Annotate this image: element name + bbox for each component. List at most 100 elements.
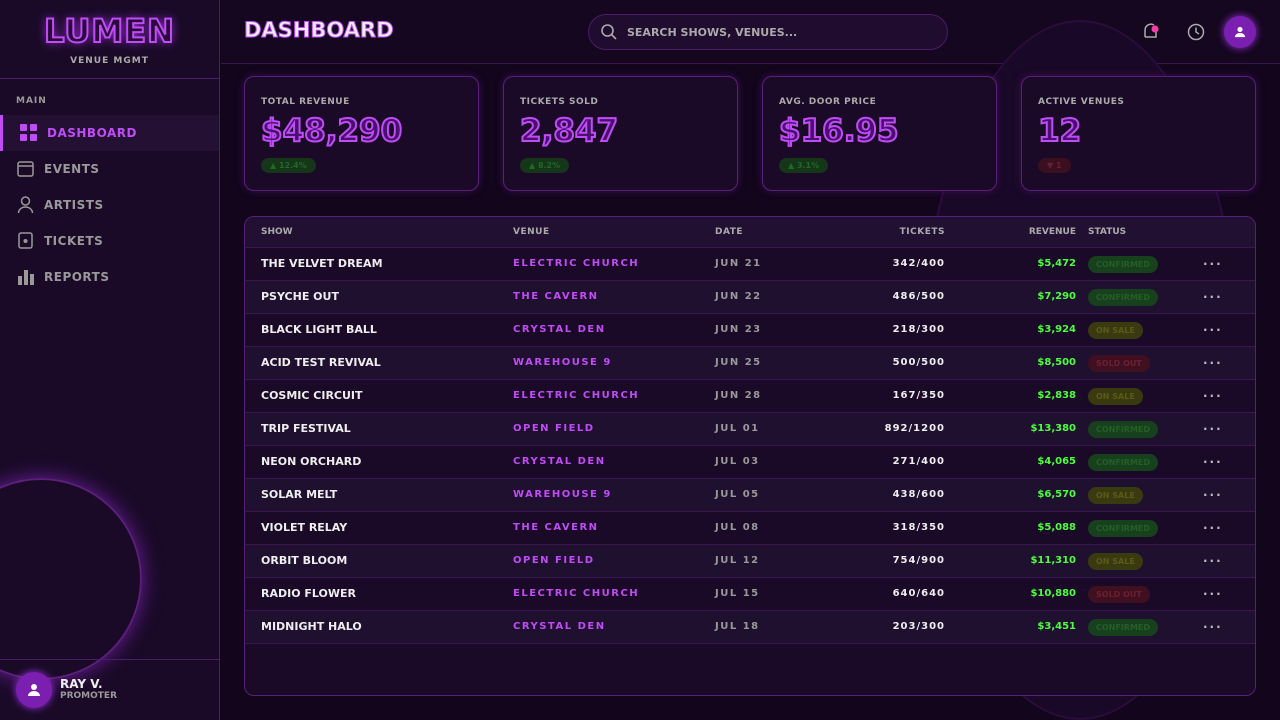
divider	[0, 78, 219, 79]
nav-item[interactable]: DASHBOARD	[0, 115, 219, 151]
row-menu[interactable]: ···	[1203, 356, 1223, 370]
status-badge: SOLD OUT	[1088, 355, 1150, 372]
cell: JUL 15	[715, 588, 760, 599]
notifications-icon[interactable]	[1142, 22, 1160, 42]
cell: JUN 21	[715, 258, 762, 269]
table-row[interactable]: THE VELVET DREAM ELECTRIC CHURCH JUN 21 342…	[245, 248, 1255, 281]
nav-icon	[20, 124, 37, 141]
column-header: VENUE	[513, 227, 550, 237]
table-row[interactable]: TRIP FESTIVAL OPEN FIELD JUL 01 892/1200 $13…	[245, 413, 1255, 446]
row-menu[interactable]: ···	[1203, 389, 1223, 403]
cell: 486/500	[892, 291, 945, 302]
profile-button[interactable]	[1224, 16, 1256, 48]
status-badge: CONFIRMED	[1088, 454, 1159, 471]
nav-label: TICKETS	[44, 234, 104, 248]
nav-item[interactable]: ARTISTS	[0, 187, 219, 223]
kpi-label: TOTAL REVENUE	[261, 97, 350, 107]
row-menu[interactable]: ···	[1203, 488, 1223, 502]
kpi-card: ACTIVE VENUES 12 ▼ 1	[1021, 76, 1256, 191]
cell: ACID TEST REVIVAL	[261, 356, 381, 369]
nav-icon	[17, 161, 34, 177]
cell: PSYCHE OUT	[261, 290, 339, 303]
cell: ELECTRIC CHURCH	[513, 390, 640, 401]
cell: $3,924	[1037, 324, 1076, 335]
row-menu[interactable]: ···	[1203, 257, 1223, 271]
cell: 271/400	[892, 456, 945, 467]
kpi-delta: ▲ 12.4%	[261, 158, 316, 173]
history-icon[interactable]	[1186, 22, 1206, 42]
table-row[interactable]: BLACK LIGHT BALL CRYSTAL DEN JUN 23 218/300…	[245, 314, 1255, 347]
cell: $3,451	[1037, 621, 1076, 632]
nav-item[interactable]: TICKETS	[0, 223, 219, 259]
table-row[interactable]: COSMIC CIRCUIT ELECTRIC CHURCH JUN 28 167/3…	[245, 380, 1255, 413]
kpi-label: TICKETS SOLD	[520, 97, 599, 107]
cell: ELECTRIC CHURCH	[513, 258, 640, 269]
row-menu[interactable]: ···	[1203, 422, 1223, 436]
row-menu[interactable]: ···	[1203, 587, 1223, 601]
column-header: DATE	[715, 227, 744, 237]
row-menu[interactable]: ···	[1203, 521, 1223, 535]
status-badge: CONFIRMED	[1088, 289, 1159, 306]
table-row[interactable]: NEON ORCHARD CRYSTAL DEN JUL 03 271/400 $4,0…	[245, 446, 1255, 479]
row-menu[interactable]: ···	[1203, 620, 1223, 634]
kpi-delta: ▲ 3.1%	[779, 158, 829, 173]
cell: JUL 05	[715, 489, 760, 500]
cell: THE VELVET DREAM	[261, 257, 383, 270]
nav-icon	[17, 196, 34, 214]
cell: 754/900	[892, 555, 945, 566]
table-row[interactable]: SOLAR MELT WAREHOUSE 9 JUL 05 438/600 $6,570…	[245, 479, 1255, 512]
table-row[interactable]: VIOLET RELAY THE CAVERN JUL 08 318/350 $5,08…	[245, 512, 1255, 545]
nav-label: DASHBOARD	[47, 126, 137, 140]
cell: JUL 03	[715, 456, 760, 467]
table-row[interactable]: ORBIT BLOOM OPEN FIELD JUL 12 754/900 $11,31…	[245, 545, 1255, 578]
page-title: DASHBOARD	[244, 18, 395, 43]
divider	[0, 659, 219, 660]
cell: JUN 22	[715, 291, 762, 302]
cell: $13,380	[1030, 423, 1076, 434]
cell: 640/640	[892, 588, 945, 599]
nav-label: ARTISTS	[44, 198, 104, 212]
column-header: SHOW	[261, 227, 293, 237]
table-row[interactable]: PSYCHE OUT THE CAVERN JUN 22 486/500 $7,290 C…	[245, 281, 1255, 314]
user-name: RAY V.	[60, 677, 103, 691]
cell: JUN 23	[715, 324, 762, 335]
nav-item[interactable]: REPORTS	[0, 259, 219, 295]
status-badge: CONFIRMED	[1088, 421, 1159, 438]
cell: RADIO FLOWER	[261, 587, 356, 600]
table-row[interactable]: RADIO FLOWER ELECTRIC CHURCH JUL 15 640/640…	[245, 578, 1255, 611]
nav-label: EVENTS	[44, 162, 100, 176]
cell: VIOLET RELAY	[261, 521, 348, 534]
cell: $4,065	[1037, 456, 1076, 467]
status-badge: CONFIRMED	[1088, 619, 1159, 636]
cell: JUL 18	[715, 621, 760, 632]
cell: TRIP FESTIVAL	[261, 422, 351, 435]
kpi-card: TOTAL REVENUE $48,290 ▲ 12.4%	[244, 76, 479, 191]
cell: $10,880	[1030, 588, 1076, 599]
table-header: SHOW VENUE DATE TICKETS REVENUE STATUS	[245, 217, 1255, 248]
row-menu[interactable]: ···	[1203, 455, 1223, 469]
status-badge: CONFIRMED	[1088, 256, 1159, 273]
table-row[interactable]: MIDNIGHT HALO CRYSTAL DEN JUL 18 203/300 $3,…	[245, 611, 1255, 644]
cell: 438/600	[892, 489, 945, 500]
column-header: TICKETS	[899, 227, 945, 237]
kpi-label: AVG. DOOR PRICE	[779, 97, 877, 107]
kpi-value: $16.95	[778, 112, 900, 150]
status-badge: ON SALE	[1088, 553, 1143, 570]
table-row[interactable]: ACID TEST REVIVAL WAREHOUSE 9 JUN 25 500/50…	[245, 347, 1255, 380]
user-avatar[interactable]	[16, 672, 52, 708]
status-badge: ON SALE	[1088, 322, 1143, 339]
row-menu[interactable]: ···	[1203, 554, 1223, 568]
cell: 218/300	[892, 324, 945, 335]
cell: $2,838	[1037, 390, 1076, 401]
cell: WAREHOUSE 9	[513, 357, 612, 368]
kpi-card: AVG. DOOR PRICE $16.95 ▲ 3.1%	[762, 76, 997, 191]
cell: $6,570	[1037, 489, 1076, 500]
search-box[interactable]: SEARCH SHOWS, VENUES...	[588, 14, 948, 50]
row-menu[interactable]: ···	[1203, 323, 1223, 337]
kpi-delta: ▲ 8.2%	[520, 158, 570, 173]
cell: JUN 25	[715, 357, 762, 368]
nav-item[interactable]: EVENTS	[0, 151, 219, 187]
row-menu[interactable]: ···	[1203, 290, 1223, 304]
tagline: VENUE MGMT	[70, 56, 149, 66]
